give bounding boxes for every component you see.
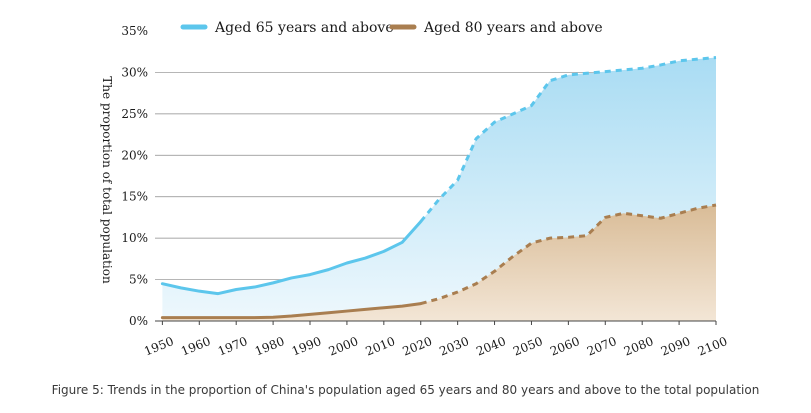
y-axis-label: The proportion of total population: [100, 76, 114, 284]
series-line-aged-80-projection: [420, 203, 717, 306]
x-tick-label: 2070: [585, 334, 619, 358]
series-line-aged-65-historical: [160, 220, 423, 296]
x-tick-label: 1950: [142, 334, 176, 358]
y-tick-label: 5%: [129, 273, 148, 287]
x-tick-label: 2030: [437, 334, 471, 358]
y-tick-label: 30%: [121, 65, 148, 79]
series-line-aged-80-historical: [160, 302, 423, 320]
x-tick-label: 2090: [659, 334, 693, 358]
x-tick-label: 2000: [327, 334, 361, 358]
x-tick-label: 2100: [696, 334, 730, 358]
series-area-aged-80: [162, 205, 716, 321]
figure-caption: Figure 5: Trends in the proportion of Ch…: [51, 383, 760, 397]
x-tick-label: 2040: [474, 334, 508, 358]
x-tick-label: 2060: [548, 334, 582, 358]
x-tick-label: 2080: [622, 334, 656, 358]
x-tick-label: 1970: [216, 334, 250, 358]
x-tick-label: 1980: [253, 334, 287, 358]
legend: Aged 65 years and above Aged 80 years and…: [180, 20, 603, 36]
y-tick-label: 20%: [121, 148, 148, 162]
y-tick-label: 35%: [121, 24, 148, 38]
x-tick-label: 2010: [364, 334, 398, 358]
y-tick-label: 0%: [129, 314, 148, 328]
x-tick-label: 1960: [179, 334, 213, 358]
x-tick-label: 2050: [511, 334, 545, 358]
y-tick-label: 10%: [121, 231, 148, 245]
legend-label-aged-80: Aged 80 years and above: [423, 20, 603, 36]
x-tick-label: 1990: [290, 334, 324, 358]
legend-label-aged-65: Aged 65 years and above: [214, 20, 394, 36]
x-tick-label: 2020: [400, 334, 434, 358]
y-tick-label: 15%: [121, 190, 148, 204]
y-tick-label: 25%: [121, 107, 148, 121]
